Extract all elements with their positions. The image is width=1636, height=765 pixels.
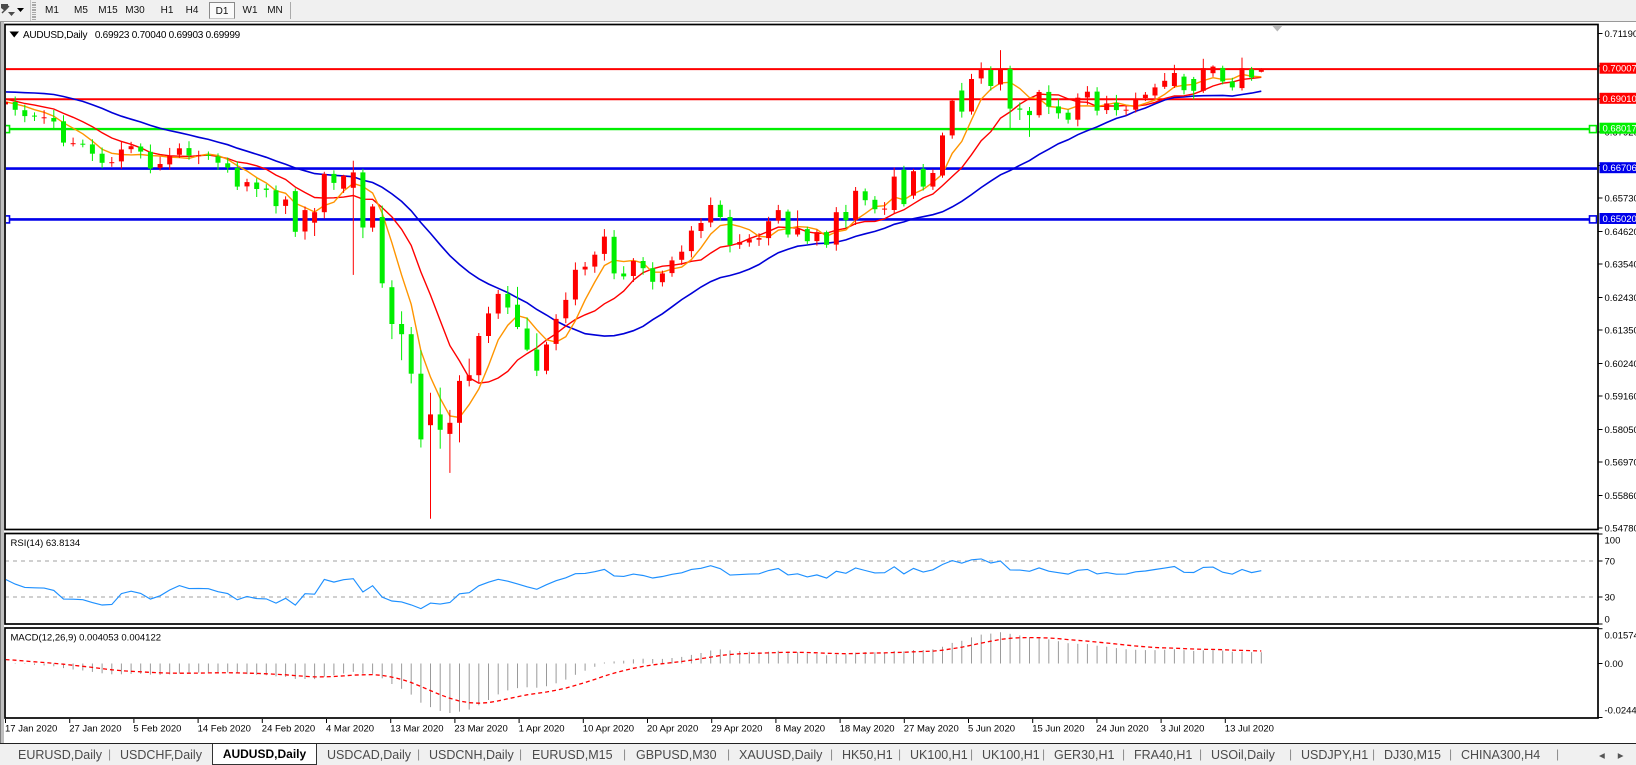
svg-text:17 Jan 2020: 17 Jan 2020 xyxy=(5,724,57,735)
svg-text:3 Jul 2020: 3 Jul 2020 xyxy=(1161,724,1205,735)
svg-text:24 Jun 2020: 24 Jun 2020 xyxy=(1096,724,1148,735)
svg-text:27 May 2020: 27 May 2020 xyxy=(904,724,959,735)
svg-text:18 May 2020: 18 May 2020 xyxy=(840,724,895,735)
svg-text:20 Apr 2020: 20 Apr 2020 xyxy=(647,724,698,735)
svg-text:4 Mar 2020: 4 Mar 2020 xyxy=(326,724,374,735)
svg-text:0.63540: 0.63540 xyxy=(1605,259,1636,270)
svg-text:0.56970: 0.56970 xyxy=(1605,457,1636,468)
svg-text:0.71190: 0.71190 xyxy=(1605,29,1636,40)
svg-text:70: 70 xyxy=(1605,556,1616,567)
svg-text:13 Jul 2020: 13 Jul 2020 xyxy=(1225,724,1274,735)
svg-text:13 Mar 2020: 13 Mar 2020 xyxy=(390,724,443,735)
svg-text:5 Feb 2020: 5 Feb 2020 xyxy=(133,724,181,735)
svg-text:0.00: 0.00 xyxy=(1605,659,1624,670)
svg-text:0.65020: 0.65020 xyxy=(1603,214,1636,225)
svg-text:RSI(14) 63.8134: RSI(14) 63.8134 xyxy=(11,538,81,549)
svg-text:15 Jun 2020: 15 Jun 2020 xyxy=(1032,724,1084,735)
svg-text:0.69010: 0.69010 xyxy=(1603,94,1636,105)
svg-text:0.68017: 0.68017 xyxy=(1603,124,1636,135)
svg-text:MACD(12,26,9) 0.004053 0.00412: MACD(12,26,9) 0.004053 0.004122 xyxy=(11,633,162,644)
svg-text:0.66706: 0.66706 xyxy=(1603,163,1636,174)
svg-text:0.70007: 0.70007 xyxy=(1603,64,1636,75)
svg-text:27 Jan 2020: 27 Jan 2020 xyxy=(69,724,121,735)
svg-text:10 Apr 2020: 10 Apr 2020 xyxy=(583,724,634,735)
svg-text:0.58050: 0.58050 xyxy=(1605,425,1636,436)
svg-text:0.60240: 0.60240 xyxy=(1605,359,1636,370)
svg-text:AUDUSD,Daily 0.69923 0.70040: AUDUSD,Daily 0.69923 0.70040 0.69903 0.6… xyxy=(23,30,241,41)
svg-text:29 Apr 2020: 29 Apr 2020 xyxy=(711,724,762,735)
svg-text:30: 30 xyxy=(1605,592,1616,603)
svg-text:0.64620: 0.64620 xyxy=(1605,227,1636,238)
svg-text:0.54780: 0.54780 xyxy=(1605,523,1636,534)
svg-text:23 Mar 2020: 23 Mar 2020 xyxy=(454,724,507,735)
svg-text:14 Feb 2020: 14 Feb 2020 xyxy=(198,724,251,735)
svg-text:0: 0 xyxy=(1605,615,1610,626)
svg-text:0.62430: 0.62430 xyxy=(1605,293,1636,304)
svg-text:0.015741: 0.015741 xyxy=(1605,631,1636,642)
svg-text:100: 100 xyxy=(1605,536,1621,547)
svg-text:1 Apr 2020: 1 Apr 2020 xyxy=(519,724,565,735)
svg-text:8 May 2020: 8 May 2020 xyxy=(775,724,825,735)
svg-text:0.61350: 0.61350 xyxy=(1605,325,1636,336)
svg-text:0.55860: 0.55860 xyxy=(1605,491,1636,502)
svg-text:5 Jun 2020: 5 Jun 2020 xyxy=(968,724,1015,735)
svg-text:0.65730: 0.65730 xyxy=(1605,193,1636,204)
svg-text:0.59160: 0.59160 xyxy=(1605,391,1636,402)
svg-text:24 Feb 2020: 24 Feb 2020 xyxy=(262,724,315,735)
